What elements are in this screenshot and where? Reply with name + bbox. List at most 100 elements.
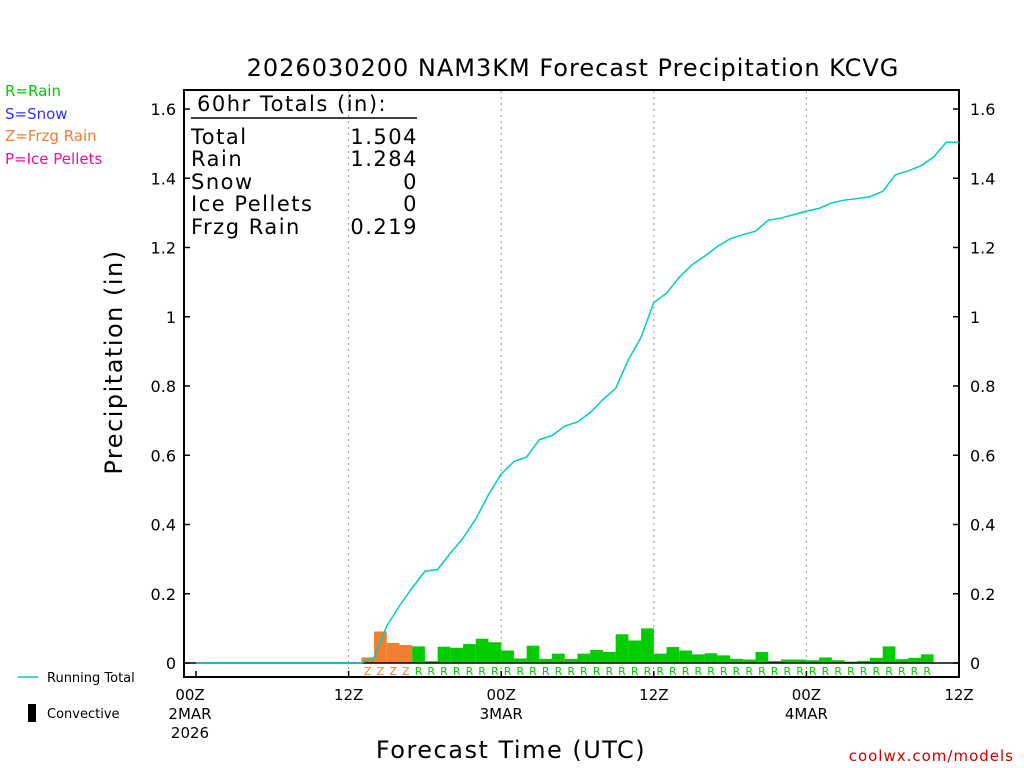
running-total-line	[196, 141, 959, 664]
precip-type-letter: R	[885, 665, 893, 678]
legend-frzg-rain: Z=Frzg Rain	[5, 127, 97, 145]
precip-type-letter: R	[644, 665, 652, 678]
x-tick-label: 12Z	[944, 686, 973, 704]
precip-bar	[895, 659, 909, 663]
x-tick-label: 12Z	[639, 686, 668, 704]
legend-ice-pellets: P=Ice Pellets	[5, 150, 102, 168]
precip-bar	[869, 657, 883, 663]
y-axis-title: Precipitation (in)	[100, 249, 128, 474]
vertical-gridlines	[348, 91, 807, 676]
precip-bar	[742, 659, 756, 663]
totals-row-value: 0	[403, 170, 418, 194]
precip-bar	[730, 658, 743, 663]
precip-type-letter: R	[809, 665, 817, 678]
precip-bar	[755, 651, 769, 663]
precip-type-letter: R	[453, 665, 461, 678]
precip-type-letter: R	[822, 665, 830, 678]
y-tick-label-right: 0.4	[970, 516, 995, 535]
precip-bar	[590, 649, 603, 663]
precip-bar	[780, 659, 794, 663]
y-tick-label-left: 0.4	[151, 516, 176, 535]
precip-type-letter: R	[466, 665, 474, 678]
x-tick-label: 2MAR	[168, 705, 211, 723]
precip-bar	[374, 631, 387, 663]
precip-bar	[463, 643, 476, 663]
totals-row-label: Frzg Rain	[191, 215, 301, 239]
legend-running-total: Running Total	[47, 671, 135, 686]
precip-type-letter: R	[834, 665, 842, 678]
precip-bar	[450, 647, 464, 663]
precip-type-letter: R	[567, 665, 575, 678]
y-tick-label-right: 1.4	[970, 169, 995, 188]
type-legend: R=Rain S=Snow Z=Frzg Rain P=Ice Pellets	[5, 82, 102, 168]
precip-type-letter: R	[733, 665, 741, 678]
x-tick-label: 00Z	[792, 686, 821, 704]
legend-snow: S=Snow	[5, 105, 68, 123]
precip-type-letter: R	[656, 665, 664, 678]
y-tick-label-right: 1	[970, 308, 980, 327]
precip-type-letter: R	[427, 665, 435, 678]
totals-header: 60hr Totals (in):	[197, 92, 387, 116]
totals-row-label: Ice Pellets	[191, 192, 313, 216]
precip-type-letter: R	[682, 665, 690, 678]
precip-type-letter: Z	[364, 665, 372, 678]
precip-bar	[501, 650, 514, 663]
precip-bar	[768, 660, 781, 663]
precip-type-letter: R	[440, 665, 448, 678]
precip-bar	[488, 642, 502, 663]
precip-bar	[552, 653, 565, 663]
precip-type-letter: R	[504, 665, 512, 678]
y-tick-label-left: 0.6	[151, 446, 176, 465]
precip-bar	[399, 644, 413, 663]
precip-type-letter: R	[593, 665, 601, 678]
x-tick-label: 00Z	[487, 686, 516, 704]
precip-bar	[653, 653, 667, 663]
precip-bar	[628, 640, 642, 663]
precip-type-letter: R	[580, 665, 588, 678]
y-axis-ticks: 0 00.2 0.20.4 0.40.6 0.60.8 0.81 11.2 1.21.4 1.4…	[151, 100, 996, 673]
precip-bar	[526, 645, 540, 663]
precip-type-letter: R	[745, 665, 753, 678]
y-tick-label-right: 1.6	[970, 100, 995, 119]
precip-type-letter: R	[783, 665, 791, 678]
totals-row-label: Snow	[191, 170, 254, 194]
y-tick-label-right: 0	[970, 654, 980, 673]
precip-bar	[793, 659, 807, 663]
totals-row-label: Rain	[191, 147, 243, 171]
precip-bar	[424, 661, 438, 663]
precip-type-letter: R	[605, 665, 613, 678]
precip-bar	[641, 628, 654, 663]
credit-text: coolwx.com/models	[849, 747, 1014, 765]
precip-bar	[577, 653, 591, 663]
x-tick-label: 2026	[171, 724, 209, 742]
precip-type-letter: R	[478, 665, 486, 678]
precip-bar	[412, 646, 425, 663]
precip-type-letter: R	[847, 665, 855, 678]
precip-bar	[513, 658, 527, 663]
precip-type-letter: R	[720, 665, 728, 678]
precip-type-letter: R	[542, 665, 550, 678]
y-tick-label-right: 0.8	[970, 377, 995, 396]
precip-type-letter: R	[491, 665, 499, 678]
precip-type-letter: R	[669, 665, 677, 678]
precip-bar	[857, 660, 870, 663]
precip-type-letter: R	[555, 665, 563, 678]
y-tick-label-right: 1.2	[970, 239, 995, 258]
precip-bar	[602, 651, 616, 663]
precip-type-letter: R	[516, 665, 524, 678]
precip-type-letter: R	[796, 665, 804, 678]
x-tick-label: 4MAR	[785, 705, 828, 723]
precip-bars	[361, 628, 934, 663]
totals-row-value: 1.284	[350, 147, 418, 171]
precip-bar	[475, 638, 489, 663]
y-tick-label-left: 0.8	[151, 377, 176, 396]
y-tick-label-left: 0	[166, 654, 176, 673]
precip-type-letter: R	[771, 665, 779, 678]
precip-bar	[691, 654, 705, 663]
precip-type-letter: R	[618, 665, 626, 678]
y-tick-label-left: 1.6	[151, 100, 176, 119]
totals-row-value: 1.504	[350, 125, 418, 149]
precip-bar	[806, 660, 820, 663]
precip-type-letter: R	[415, 665, 423, 678]
